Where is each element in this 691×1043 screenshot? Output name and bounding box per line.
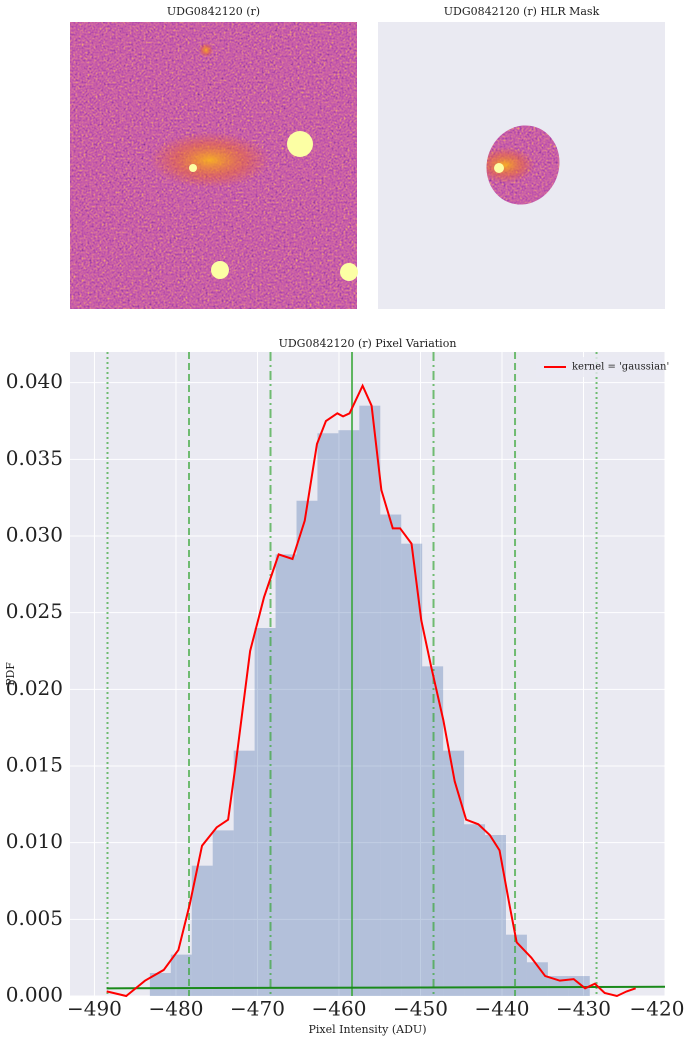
y-tick-label: 0.020 — [6, 676, 63, 700]
histogram-bar — [317, 433, 339, 996]
x-axis-label: Pixel Intensity (ADU) — [308, 1023, 426, 1036]
galaxy-glow — [150, 132, 270, 188]
histogram-bar — [464, 824, 486, 996]
legend-box — [536, 357, 662, 377]
y-axis-label: PDF — [4, 662, 17, 686]
star — [340, 263, 358, 281]
bright-spot — [189, 164, 197, 172]
faint-source — [199, 43, 213, 57]
histogram-bar — [485, 835, 506, 996]
star — [287, 131, 313, 157]
y-tick-label: 0.030 — [6, 523, 63, 547]
x-tick-label: −450 — [393, 997, 448, 1021]
x-tick-label: −420 — [630, 997, 685, 1021]
galaxy-glow — [475, 147, 535, 183]
histogram-bar — [568, 976, 590, 996]
x-tick-label: −490 — [67, 997, 122, 1021]
histogram-bar — [401, 543, 423, 996]
histogram-bar — [359, 405, 381, 997]
star — [211, 261, 229, 279]
histogram-bar — [505, 934, 527, 996]
panel-title: UDG0842120 (r) HLR Mask — [444, 5, 600, 18]
histogram-bar — [254, 628, 276, 996]
y-tick-label: 0.035 — [6, 446, 63, 470]
plot-area — [106, 352, 666, 998]
histogram-bar — [443, 750, 465, 996]
legend-label: kernel = 'gaussian' — [572, 362, 669, 373]
x-tick-label: −480 — [148, 997, 203, 1021]
histogram-bar — [149, 973, 171, 996]
histogram-bar — [380, 514, 402, 996]
y-tick-label: 0.000 — [6, 983, 63, 1007]
panel-title: UDG0842120 (r) — [167, 5, 260, 18]
histogram-bar — [233, 750, 255, 996]
x-tick-label: −470 — [230, 997, 285, 1021]
histogram-bar — [296, 500, 318, 996]
chart-title: UDG0842120 (r) Pixel Variation — [279, 337, 457, 350]
histogram-bar — [212, 830, 234, 996]
y-tick-label: 0.025 — [6, 599, 63, 623]
histogram-bar — [338, 430, 360, 996]
x-tick-label: −460 — [312, 997, 367, 1021]
kde-line — [106, 383, 636, 998]
histogram-bar — [191, 865, 213, 996]
y-tick-label: 0.015 — [6, 753, 63, 777]
histogram-bar — [170, 954, 192, 996]
histogram-bar — [275, 554, 297, 996]
y-tick-label: 0.005 — [6, 906, 63, 930]
x-tick-label: −440 — [475, 997, 530, 1021]
bright-spot — [494, 163, 504, 173]
y-tick-label: 0.040 — [6, 369, 63, 393]
x-tick-label: −430 — [556, 997, 611, 1021]
baseline-line — [106, 985, 666, 990]
y-tick-label: 0.010 — [6, 829, 63, 853]
